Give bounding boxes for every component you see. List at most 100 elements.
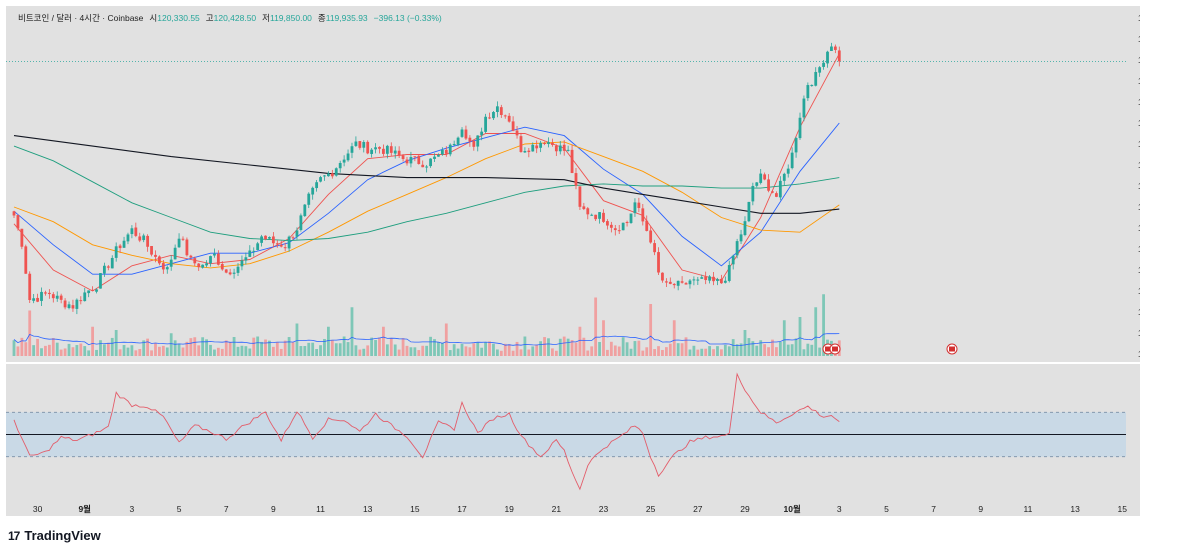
candle-body [464,129,468,139]
x-tick-label: 13 [363,504,373,514]
candle-body [95,289,98,292]
candle-body [28,273,32,300]
candle-body [150,246,153,255]
candle-body [460,129,464,137]
brand-name: TradingView [24,528,101,543]
volume-bar [319,345,322,356]
volume-bar [818,347,822,356]
volume-bar [224,340,228,356]
chart-canvas[interactable]: 107,000.00 108,000.00 109,000.00 110,000.00… [6,6,1140,516]
volume-bar [723,344,727,356]
volume-bar [771,339,774,356]
candle-body [358,141,362,148]
price-tick-label: 114,000.00 [1138,182,1140,191]
change-value: −396.13 (−0.33%) [373,13,442,23]
candle-body [114,246,118,258]
candle-body [130,228,134,235]
candle-body [138,236,142,241]
volume-bar [613,345,617,356]
candle-body [444,149,448,154]
volume-bar [444,323,448,356]
ma-line-ema-50 [13,122,840,275]
candle-body [790,152,794,169]
x-tick-label: 7 [931,504,936,514]
candle-body [586,208,590,215]
candle-body [385,145,389,154]
volume-bar [452,344,456,356]
volume-bar [507,344,511,356]
candle-body [181,238,185,240]
candle-body [826,51,829,64]
candle-body [32,298,36,301]
volume-bar [806,343,810,356]
volume-bar [456,348,460,356]
candle-body [570,149,574,174]
volume-bar [330,340,334,356]
volume-bar [735,344,739,356]
candle-body [822,62,825,67]
volume-bar [547,338,550,356]
candle-body [193,258,197,264]
candle-body [830,46,833,51]
volume-bar [36,338,39,356]
candle-body [51,294,55,299]
price-tick-label: 120,000.00 [1138,56,1140,65]
tradingview-brand[interactable]: 17 TradingView [8,528,101,543]
candle-body [342,159,346,163]
volume-bar [370,337,374,356]
candle-body [279,244,283,247]
candle-body [315,182,319,189]
candle-body [590,214,594,216]
volume-bar [209,344,212,356]
volume-bar [311,342,315,356]
volume-bar [59,349,63,356]
volume-bar [256,336,260,356]
volume-bar [327,326,330,356]
volume-bar [606,349,609,356]
volume-bar [216,347,220,356]
volume-bar [91,326,94,356]
volume-bar [205,339,208,356]
symbol-title[interactable]: 비트코인 / 달러 · 4시간 · Coinbase [18,13,144,23]
candle-body [531,144,535,152]
volume-bar [759,340,763,356]
candle-body [547,142,550,145]
candle-body [397,150,401,156]
volume-bar [130,345,134,356]
candle-body [63,300,67,308]
candle-body [350,146,354,153]
x-tick-label: 9 [271,504,276,514]
volume-bar [495,349,499,356]
candle-body [613,228,617,231]
candle-body [641,208,645,222]
high-value: 120,428.50 [213,13,257,23]
candle-body [197,263,201,268]
candle-body [224,269,228,273]
candle-body [142,235,146,241]
candle-body [102,265,106,274]
chart-frame: 107,000.00 108,000.00 109,000.00 110,000.00… [6,6,1140,516]
x-tick-label: 23 [599,504,609,514]
x-tick-label: 11 [316,504,325,514]
volume-bar [543,337,546,356]
volume-bar [350,307,354,356]
x-tick-label: 15 [410,504,420,514]
candle-body [594,214,598,220]
candle-body [189,255,193,258]
x-tick-label: 3 [130,504,135,514]
volume-bar [598,341,601,356]
volume-bar [299,346,303,356]
candle-body [696,279,700,281]
price-tick-label: 107,000.00 [1138,329,1140,338]
volume-bar [303,346,307,356]
volume-bar [142,340,146,356]
candle-body [311,187,315,195]
candle-body [519,136,523,153]
candle-body [562,144,566,151]
x-tick-label: 15 [1118,504,1128,514]
volume-bar [106,342,110,356]
x-tick-label: 21 [552,504,562,514]
candle-body [405,159,409,164]
x-tick-label: 27 [693,504,703,514]
candle-body [609,224,613,228]
